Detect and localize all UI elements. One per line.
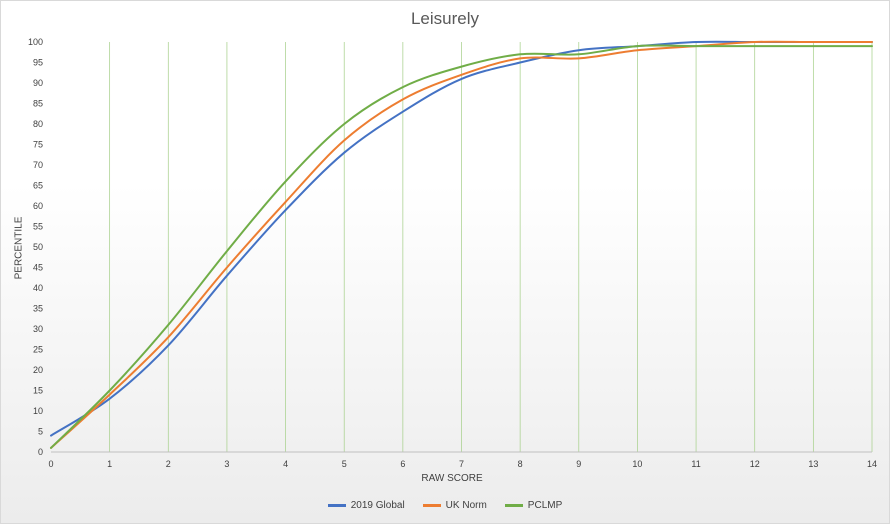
y-tick-label: 10 xyxy=(33,406,43,416)
legend-label: UK Norm xyxy=(445,500,487,511)
y-tick-label: 45 xyxy=(33,263,43,273)
series-line-2 xyxy=(50,44,873,449)
y-tick-label: 0 xyxy=(38,447,43,457)
x-tick-label: 5 xyxy=(342,459,347,469)
legend-swatch xyxy=(422,504,441,507)
series-line-0 xyxy=(50,40,873,437)
y-tick-label: 65 xyxy=(33,181,43,191)
y-tick-label: 100 xyxy=(28,37,43,47)
y-tick-label: 25 xyxy=(33,345,43,355)
x-tick-label: 7 xyxy=(459,459,464,469)
y-tick-label: 30 xyxy=(33,324,43,334)
x-tick-label: 4 xyxy=(283,459,288,469)
y-tick-label: 50 xyxy=(33,242,43,252)
y-tick-label: 70 xyxy=(33,160,43,170)
y-tick-label: 55 xyxy=(33,222,43,232)
x-tick-label: 8 xyxy=(518,459,523,469)
legend-swatch xyxy=(327,504,346,507)
x-tick-label: 1 xyxy=(107,459,112,469)
y-tick-label: 40 xyxy=(33,283,43,293)
x-tick-label: 6 xyxy=(400,459,405,469)
x-tick-label: 2 xyxy=(166,459,171,469)
x-tick-label: 11 xyxy=(691,459,700,469)
legend-item: PCLMP xyxy=(504,500,563,511)
y-tick-label: 20 xyxy=(33,365,43,375)
x-tick-label: 12 xyxy=(750,459,760,469)
x-tick-label: 14 xyxy=(867,459,877,469)
y-tick-label: 5 xyxy=(38,427,43,437)
legend-label: 2019 Global xyxy=(350,500,405,511)
x-tick-label: 3 xyxy=(224,459,229,469)
x-axis-label: RAW SCORE xyxy=(421,473,483,484)
legend: 2019 Global UK Norm PCLMP xyxy=(0,500,890,511)
y-tick-label: 35 xyxy=(33,304,43,314)
y-tick-label: 75 xyxy=(33,140,43,150)
x-tick-label: 13 xyxy=(808,459,818,469)
legend-item: 2019 Global xyxy=(327,500,405,511)
y-tick-label: 90 xyxy=(33,78,43,88)
y-tick-label: 15 xyxy=(33,386,43,396)
legend-swatch xyxy=(504,504,523,507)
series-line-1 xyxy=(50,40,873,449)
chart-title: Leisurely xyxy=(410,9,480,28)
x-tick-label: 10 xyxy=(632,459,642,469)
y-tick-label: 85 xyxy=(33,99,43,109)
y-tick-label: 95 xyxy=(33,58,43,68)
x-tick-label: 0 xyxy=(48,459,53,469)
legend-item: UK Norm xyxy=(422,500,487,511)
y-tick-label: 80 xyxy=(33,119,43,129)
y-tick-label: 60 xyxy=(33,201,43,211)
legend-label: PCLMP xyxy=(527,500,563,511)
x-tick-label: 9 xyxy=(576,459,581,469)
